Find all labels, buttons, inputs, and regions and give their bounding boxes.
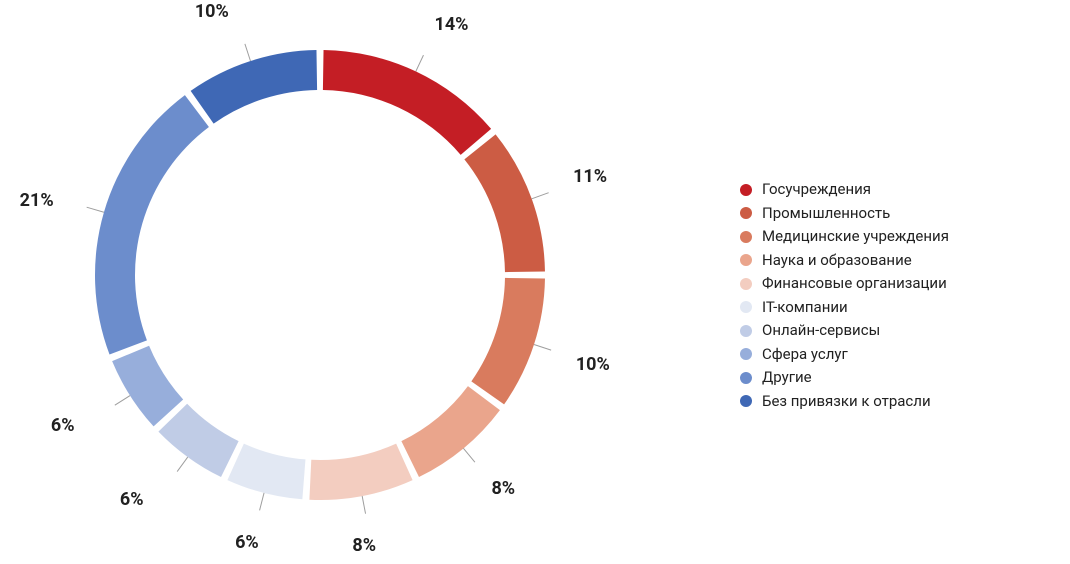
slice-pct-label: 6%	[51, 415, 75, 436]
legend-item: Сфера услуг	[740, 345, 949, 365]
legend-item: Онлайн-сервисы	[740, 321, 949, 341]
legend-item: IT-компании	[740, 298, 949, 318]
slice-pct-label: 10%	[195, 1, 229, 22]
legend-swatch	[740, 301, 752, 313]
legend-label: IT-компании	[762, 298, 848, 318]
legend-label: Без привязки к отрасли	[762, 392, 931, 412]
slice-tick	[245, 44, 251, 61]
slice-tick	[260, 493, 264, 510]
donut-slice	[309, 444, 412, 500]
legend-label: Промышленность	[762, 204, 890, 224]
legend-item: Наука и образование	[740, 251, 949, 271]
legend-item: Другие	[740, 368, 949, 388]
legend-swatch	[740, 184, 752, 196]
donut-slice	[158, 404, 238, 477]
donut-slice	[227, 444, 305, 500]
slice-pct-label: 21%	[20, 190, 54, 211]
slice-tick	[115, 396, 130, 406]
slice-tick	[87, 207, 104, 212]
legend-label: Наука и образование	[762, 251, 912, 271]
donut-slice	[323, 50, 491, 155]
donut-slice	[112, 346, 183, 427]
legend: Госучреждения Промышленность Медицинские у…	[740, 180, 949, 411]
slice-pct-label: 8%	[491, 478, 515, 499]
legend-item: Промышленность	[740, 204, 949, 224]
legend-swatch	[740, 207, 752, 219]
chart-stage: Госучреждения Промышленность Медицинские у…	[0, 0, 1070, 564]
slice-pct-label: 8%	[352, 535, 376, 556]
slice-pct-label: 6%	[235, 532, 259, 553]
legend-swatch	[740, 372, 752, 384]
slice-tick	[534, 345, 551, 351]
slice-pct-label: 6%	[120, 489, 144, 510]
legend-label: Финансовые организации	[762, 274, 947, 294]
slice-tick	[532, 193, 549, 199]
donut-slice	[95, 95, 209, 354]
donut-slice	[401, 386, 500, 477]
legend-swatch	[740, 325, 752, 337]
legend-swatch	[740, 254, 752, 266]
legend-label: Сфера услуг	[762, 345, 848, 365]
legend-label: Госучреждения	[762, 180, 871, 200]
legend-item: Медицинские учреждения	[740, 227, 949, 247]
slice-tick	[177, 457, 188, 472]
slice-pct-label: 14%	[435, 14, 469, 35]
legend-label: Медицинские учреждения	[762, 227, 949, 247]
legend-item: Финансовые организации	[740, 274, 949, 294]
slice-tick	[362, 496, 365, 514]
donut-slice	[191, 50, 317, 124]
slice-pct-label: 10%	[576, 354, 610, 375]
legend-swatch	[740, 348, 752, 360]
legend-swatch	[740, 231, 752, 243]
legend-item: Без привязки к отрасли	[740, 392, 949, 412]
legend-item: Госучреждения	[740, 180, 949, 200]
legend-label: Онлайн-сервисы	[762, 321, 880, 341]
donut-slice	[464, 134, 545, 272]
slice-pct-label: 11%	[573, 166, 607, 187]
legend-swatch	[740, 278, 752, 290]
donut-slice	[471, 278, 545, 404]
slice-tick	[463, 448, 474, 462]
slice-tick	[416, 55, 424, 71]
legend-swatch	[740, 395, 752, 407]
legend-label: Другие	[762, 368, 812, 388]
